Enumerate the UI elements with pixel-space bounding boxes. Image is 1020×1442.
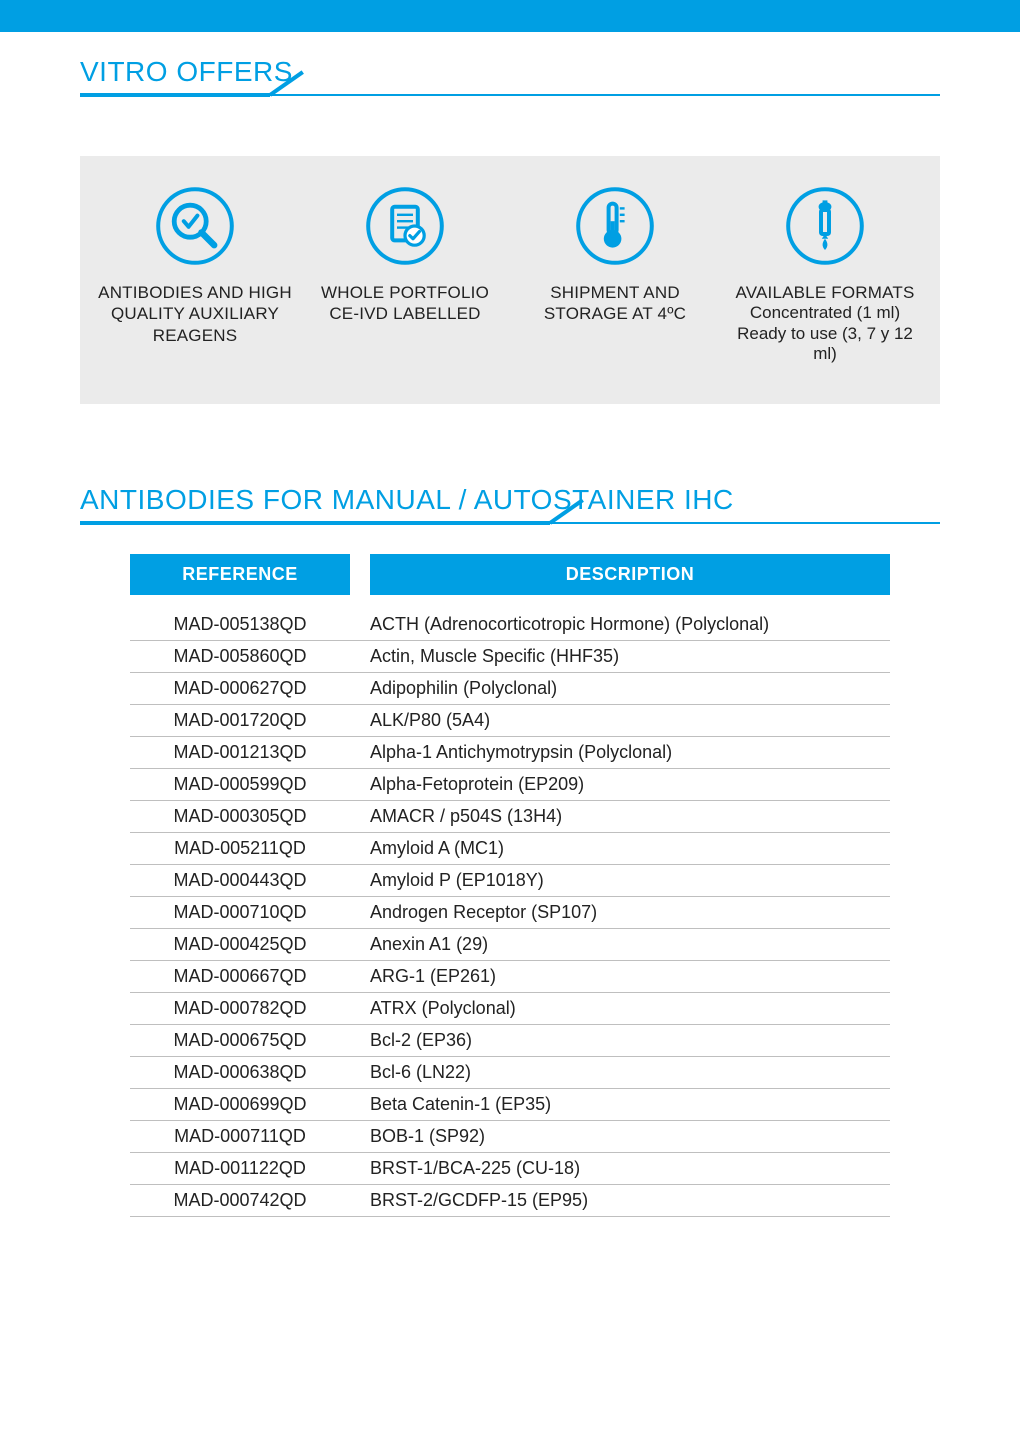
table-row: MAD-001720QDALK/P80 (5A4)	[130, 705, 890, 737]
table-cell-description: Anexin A1 (29)	[350, 929, 890, 960]
table-row: MAD-000627QDAdipophilin (Polyclonal)	[130, 673, 890, 705]
table-row: MAD-000782QDATRX (Polyclonal)	[130, 993, 890, 1025]
table-cell-description: Alpha-1 Antichymotrypsin (Polyclonal)	[350, 737, 890, 768]
section-heading-antibodies: ANTIBODIES FOR MANUAL / AUTOSTAINER IHC	[80, 484, 940, 524]
table-row: MAD-000443QDAmyloid P (EP1018Y)	[130, 865, 890, 897]
table-cell-reference: MAD-005211QD	[130, 833, 350, 864]
table-row: MAD-000305QDAMACR / p504S (13H4)	[130, 801, 890, 833]
feature-antibodies: ANTIBODIES AND HIGH QUALITY AUXILIARY RE…	[90, 186, 300, 346]
table-cell-reference: MAD-000638QD	[130, 1057, 350, 1088]
feature-shipment: SHIPMENT AND STORAGE AT 4ºC	[510, 186, 720, 325]
table-cell-description: Beta Catenin-1 (EP35)	[350, 1089, 890, 1120]
table-cell-reference: MAD-005138QD	[130, 609, 350, 640]
feature-formats: AVAILABLE FORMATS Concentrated (1 ml) Re…	[720, 186, 930, 364]
section-title: ANTIBODIES FOR MANUAL / AUTOSTAINER IHC	[80, 484, 940, 516]
table-row: MAD-000425QDAnexin A1 (29)	[130, 929, 890, 961]
section-underline-thick	[80, 93, 270, 97]
table-cell-description: ATRX (Polyclonal)	[350, 993, 890, 1024]
table-cell-description: Amyloid P (EP1018Y)	[350, 865, 890, 896]
table-header-description: DESCRIPTION	[370, 554, 890, 595]
table-row: MAD-001122QDBRST-1/BCA-225 (CU-18)	[130, 1153, 890, 1185]
table-row: MAD-000675QDBcl-2 (EP36)	[130, 1025, 890, 1057]
table-header-gap	[350, 554, 370, 595]
section-title: VITRO OFFERS	[80, 56, 940, 88]
table-cell-reference: MAD-005860QD	[130, 641, 350, 672]
table-cell-description: BRST-2/GCDFP-15 (EP95)	[350, 1185, 890, 1216]
table-cell-description: Bcl-2 (EP36)	[350, 1025, 890, 1056]
table-cell-description: AMACR / p504S (13H4)	[350, 801, 890, 832]
table-cell-description: ALK/P80 (5A4)	[350, 705, 890, 736]
table-cell-reference: MAD-000425QD	[130, 929, 350, 960]
clipboard-check-icon	[365, 186, 445, 266]
table-body: MAD-005138QDACTH (Adrenocorticotropic Ho…	[130, 609, 890, 1217]
dropper-icon	[785, 186, 865, 266]
table-cell-reference: MAD-001720QD	[130, 705, 350, 736]
table-cell-description: Actin, Muscle Specific (HHF35)	[350, 641, 890, 672]
table-cell-reference: MAD-000443QD	[130, 865, 350, 896]
table-cell-description: Bcl-6 (LN22)	[350, 1057, 890, 1088]
table-row: MAD-000638QDBcl-6 (LN22)	[130, 1057, 890, 1089]
feature-text: WHOLE PORTFOLIO CE-IVD LABELLED	[306, 282, 504, 325]
feature-text: ANTIBODIES AND HIGH QUALITY AUXILIARY RE…	[96, 282, 294, 346]
table-row: MAD-000667QDARG-1 (EP261)	[130, 961, 890, 993]
table-cell-reference: MAD-000699QD	[130, 1089, 350, 1120]
table-header: REFERENCE DESCRIPTION	[130, 554, 890, 595]
features-panel: ANTIBODIES AND HIGH QUALITY AUXILIARY RE…	[80, 156, 940, 404]
table-row: MAD-005211QDAmyloid A (MC1)	[130, 833, 890, 865]
table-cell-reference: MAD-000710QD	[130, 897, 350, 928]
table-cell-reference: MAD-001122QD	[130, 1153, 350, 1184]
thermometer-icon	[575, 186, 655, 266]
table-row: MAD-005860QDActin, Muscle Specific (HHF3…	[130, 641, 890, 673]
table-cell-reference: MAD-000599QD	[130, 769, 350, 800]
table-cell-reference: MAD-000305QD	[130, 801, 350, 832]
table-cell-description: BOB-1 (SP92)	[350, 1121, 890, 1152]
table-cell-reference: MAD-000667QD	[130, 961, 350, 992]
table-cell-reference: MAD-000782QD	[130, 993, 350, 1024]
table-cell-description: Amyloid A (MC1)	[350, 833, 890, 864]
table-cell-reference: MAD-000675QD	[130, 1025, 350, 1056]
feature-text: SHIPMENT AND STORAGE AT 4ºC	[516, 282, 714, 325]
table-cell-description: Androgen Receptor (SP107)	[350, 897, 890, 928]
table-row: MAD-005138QDACTH (Adrenocorticotropic Ho…	[130, 609, 890, 641]
table-cell-reference: MAD-000627QD	[130, 673, 350, 704]
table-cell-description: ARG-1 (EP261)	[350, 961, 890, 992]
table-row: MAD-000599QDAlpha-Fetoprotein (EP209)	[130, 769, 890, 801]
section-underline-thick	[80, 521, 550, 525]
table-cell-description: ACTH (Adrenocorticotropic Hormone) (Poly…	[350, 609, 890, 640]
feature-text: AVAILABLE FORMATS	[726, 282, 924, 303]
table-row: MAD-000742QDBRST-2/GCDFP-15 (EP95)	[130, 1185, 890, 1217]
table-cell-reference: MAD-000711QD	[130, 1121, 350, 1152]
table-cell-reference: MAD-000742QD	[130, 1185, 350, 1216]
magnify-check-icon	[155, 186, 235, 266]
feature-portfolio: WHOLE PORTFOLIO CE-IVD LABELLED	[300, 186, 510, 325]
table-cell-description: BRST-1/BCA-225 (CU-18)	[350, 1153, 890, 1184]
feature-sub: Concentrated (1 ml) Ready to use (3, 7 y…	[726, 303, 924, 364]
table-row: MAD-000711QDBOB-1 (SP92)	[130, 1121, 890, 1153]
antibody-table: REFERENCE DESCRIPTION MAD-005138QDACTH (…	[130, 554, 890, 1217]
table-cell-reference: MAD-001213QD	[130, 737, 350, 768]
table-row: MAD-001213QDAlpha-1 Antichymotrypsin (Po…	[130, 737, 890, 769]
table-header-reference: REFERENCE	[130, 554, 350, 595]
table-row: MAD-000710QDAndrogen Receptor (SP107)	[130, 897, 890, 929]
table-cell-description: Alpha-Fetoprotein (EP209)	[350, 769, 890, 800]
table-cell-description: Adipophilin (Polyclonal)	[350, 673, 890, 704]
section-heading-offers: VITRO OFFERS	[80, 56, 940, 96]
section-underline	[80, 522, 940, 524]
section-underline	[80, 94, 940, 96]
table-row: MAD-000699QDBeta Catenin-1 (EP35)	[130, 1089, 890, 1121]
top-bar	[0, 0, 1020, 32]
